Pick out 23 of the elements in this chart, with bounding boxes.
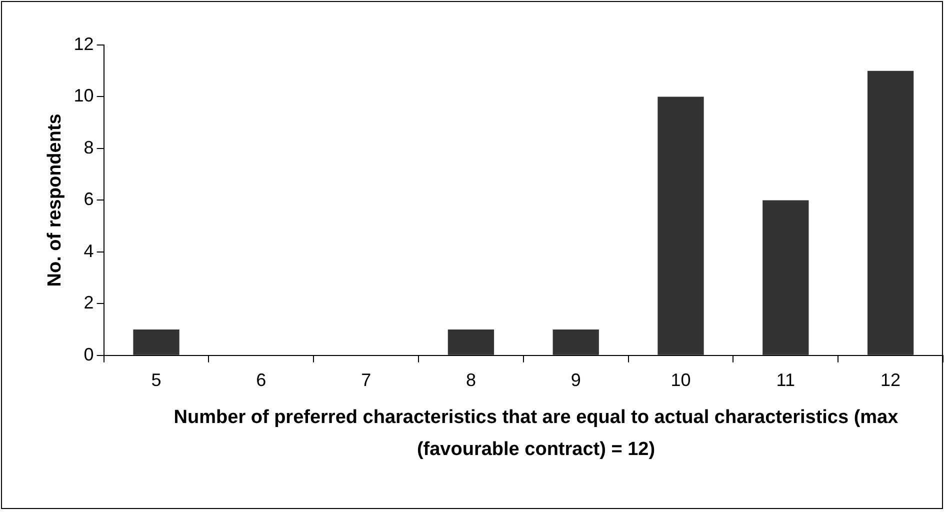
y-tick-label: 6 [84,189,94,210]
x-tick-label: 7 [361,370,372,390]
bar [658,96,704,355]
x-tick-label: 10 [670,370,691,390]
x-tick-label: 9 [570,370,581,390]
y-axis-title: No. of respondents [44,114,66,287]
bar [448,330,494,355]
x-tick-label: 12 [880,370,901,390]
x-axis-title: Number of preferred characteristics that are equal to actual characteristics (max (favourable contract) = 12) [172,406,900,462]
y-tick-label: 12 [74,34,94,54]
bar [133,330,180,355]
x-tick-label: 8 [466,370,476,390]
y-tick-label: 2 [84,292,94,313]
y-tick-label: 4 [84,240,94,261]
x-tick-label: 11 [776,370,795,390]
bar [552,330,599,355]
y-tick-label: 10 [74,86,94,106]
bar [762,200,809,355]
x-tick-label: 6 [256,370,266,390]
y-tick-label: 8 [84,137,94,158]
bar [867,70,914,355]
y-tick-label: 0 [84,344,94,364]
x-tick-label: 5 [151,370,162,390]
